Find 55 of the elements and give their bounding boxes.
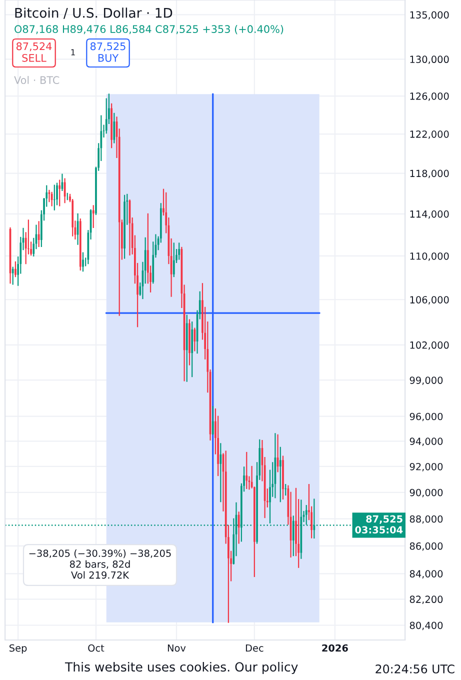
x-tick-label: 2026 xyxy=(322,644,348,652)
candlestick xyxy=(212,406,214,435)
y-tick-label: 122,000 xyxy=(410,130,449,139)
candlestick xyxy=(172,242,175,278)
text: This website uses cookies. Our policy xyxy=(64,662,298,674)
candlestick xyxy=(246,452,248,490)
annotation: −38,205 (−30.39%) −38,205 82 bars, 82d Vol 219.72K xyxy=(29,549,171,579)
candlestick xyxy=(58,180,61,206)
candlestick xyxy=(279,446,282,502)
y-tick-label: 126,000 xyxy=(410,92,449,101)
y-tick-label: 114,000 xyxy=(410,210,449,219)
candlestick xyxy=(82,252,84,272)
candlestick xyxy=(38,221,40,247)
y-tick-label: 80,400 xyxy=(410,622,443,630)
x-tick-label: Sep xyxy=(10,644,27,654)
x-tick-label: Dec xyxy=(246,644,264,652)
text: O87,168 H89,476 L86,584 C87,525 +353 (+0.40%) xyxy=(14,24,284,34)
candlestick xyxy=(92,205,94,228)
y-tick-label: 106,000 xyxy=(410,296,449,304)
candlestick xyxy=(220,443,222,502)
x-tick-label: Nov xyxy=(168,644,186,652)
annotation: Vol · BTC xyxy=(14,76,60,84)
candlestick xyxy=(53,184,56,210)
x-tick-label: Oct xyxy=(88,644,104,652)
annotation: 1 xyxy=(71,49,75,56)
y-tick-label: 86,000 xyxy=(410,542,443,551)
y-tick-label: 82,200 xyxy=(410,596,443,604)
candlestick xyxy=(12,266,14,285)
text: Bitcoin / U.S. Dollar · 1D xyxy=(15,8,172,19)
y-tick-label: 96,000 xyxy=(410,412,443,422)
ref-line-label: 87,525 03:35:04 xyxy=(355,515,403,534)
y-tick-label: 102,000 xyxy=(410,341,449,350)
candlestick xyxy=(238,512,240,544)
y-tick-label: 99,000 xyxy=(410,376,443,385)
y-tick-label: 84,000 xyxy=(410,570,443,578)
text: 20:24:56 UTC xyxy=(376,664,454,674)
candlestick xyxy=(50,192,53,206)
candlestick xyxy=(178,242,180,260)
y-tick-label: 94,000 xyxy=(410,438,443,446)
annotation: 87,525 BUY xyxy=(90,42,126,62)
y-tick-label: 130,000 xyxy=(410,56,449,64)
y-tick-label: 118,000 xyxy=(410,170,449,178)
candlestick xyxy=(191,322,194,378)
y-tick-label: 110,000 xyxy=(410,252,449,261)
candlestick xyxy=(113,112,116,144)
y-tick-label: 92,000 xyxy=(410,462,443,472)
annotation: 87,524 SELL xyxy=(16,42,52,62)
candlestick xyxy=(188,319,190,366)
candlestick xyxy=(282,456,284,500)
candlestick xyxy=(194,328,196,352)
y-tick-label: 90,000 xyxy=(410,488,443,498)
candlestick xyxy=(14,261,16,278)
y-tick-label: 88,000 xyxy=(410,515,443,524)
y-tick-label: 135,000 xyxy=(410,11,449,20)
candlestick xyxy=(292,516,294,556)
